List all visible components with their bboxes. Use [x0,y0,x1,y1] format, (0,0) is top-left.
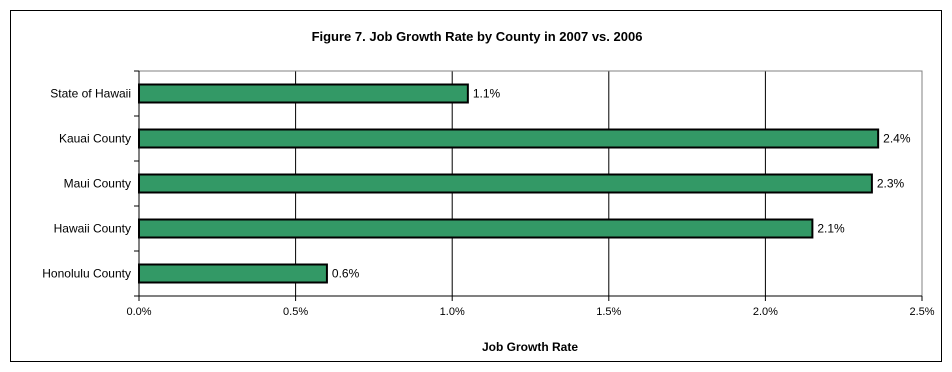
data-label: 2.1% [817,222,845,236]
data-label: 1.1% [473,87,501,101]
bar [138,128,880,149]
x-tick-label: 0.0% [126,306,151,318]
x-tick-label: 1.0% [440,306,465,318]
x-tick-label: 0.5% [283,306,308,318]
category-label: Honolulu County [42,267,131,281]
data-label: 2.3% [877,177,905,191]
category-label: Hawaii County [54,222,131,236]
data-label: 2.4% [883,132,911,146]
bar [138,263,328,284]
chart-title: Figure 7. Job Growth Rate by County in 2… [311,29,643,44]
x-tick-label: 2.0% [753,306,778,318]
x-axis-label: Job Growth Rate [482,340,578,354]
category-label: Kauai County [59,132,131,146]
category-label: Maui County [64,177,131,191]
bar [138,218,814,239]
bar-layer [138,83,880,284]
category-label: State of Hawaii [50,87,131,101]
x-tick-label: 2.5% [909,306,934,318]
bar [138,83,469,104]
bar [138,173,873,194]
axis-layer: 0.0% 0.5% 1.0% 1.5% 2.0% 2.5% [126,70,935,318]
label-layer: State of Hawaii 1.1% Kauai County 2.4% Maui … [42,87,911,281]
x-tick-label: 1.5% [596,306,621,318]
data-label: 0.6% [332,267,360,281]
